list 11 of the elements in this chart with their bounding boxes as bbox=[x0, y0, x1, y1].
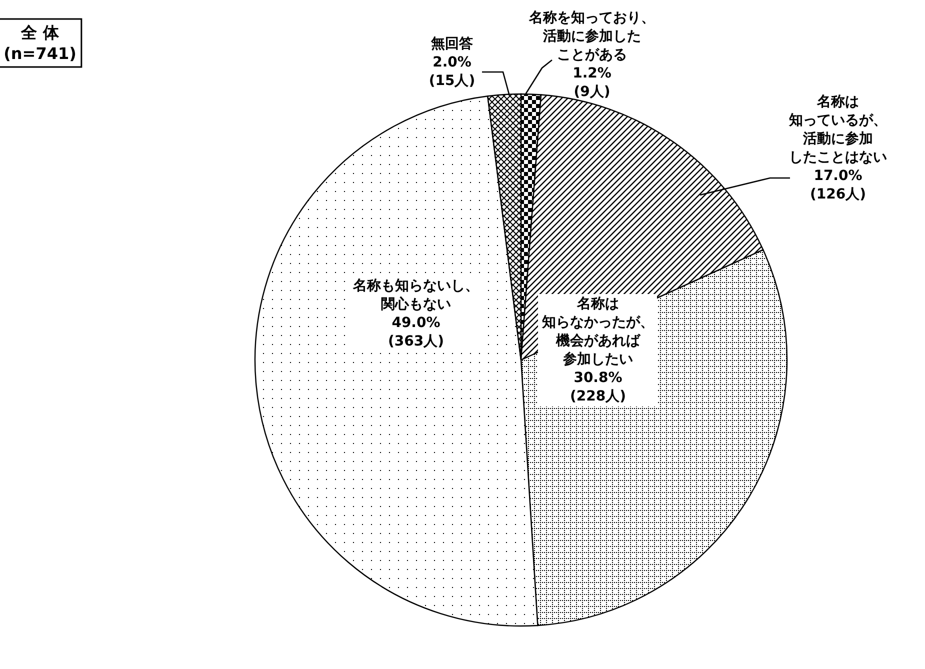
data-label: 30.8% (228人) bbox=[570, 370, 626, 404]
data-label: 17.0% (126人) bbox=[810, 168, 866, 202]
data-label: 49.0% (363人) bbox=[388, 315, 444, 350]
slice-label: 無回答 bbox=[430, 36, 473, 52]
data-label: 2.0% (15人) bbox=[428, 54, 476, 89]
slice-label: 名称は知らなかったが、機会があれば参加したい bbox=[541, 296, 654, 368]
text: 全 体 (n=741) bbox=[4, 23, 76, 63]
slice-label: 名称も知らないし、関心もない bbox=[352, 278, 479, 312]
slice-label: 名称は知っているが、活動に参加したことはない bbox=[788, 94, 887, 166]
slice-label: 名称を知っており、活動に参加したことがある bbox=[528, 10, 655, 63]
data-label: 1.2% (9人) bbox=[572, 66, 612, 100]
